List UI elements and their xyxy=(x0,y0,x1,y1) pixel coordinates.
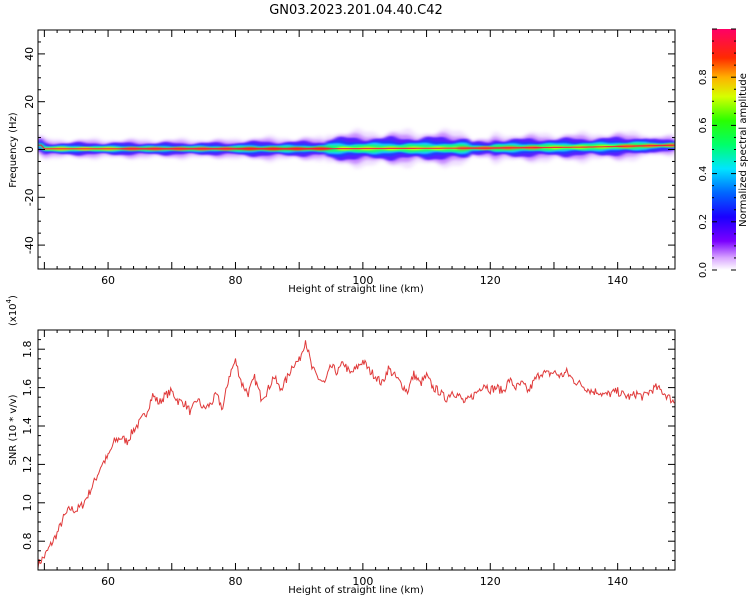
spectrogram-ridge-line xyxy=(38,144,675,150)
spectrogram-xlabel: Height of straight line (km) xyxy=(288,284,424,295)
spectrogram-xtick-label: 120 xyxy=(480,274,501,287)
snr-multiplier: (x104) xyxy=(5,295,19,326)
colorbar-label: Normalized spectral amplitude xyxy=(738,73,749,227)
snr-panel: 60 80 100 120 140 0.8 1.0 1.2 1.4 1.6 1.8 Height o… xyxy=(5,295,676,596)
snr-xtick-label: 60 xyxy=(101,575,115,588)
snr-frame xyxy=(37,329,676,571)
snr-ytick-label: 1.2 xyxy=(21,456,34,474)
spectrogram-ytick-label: -40 xyxy=(23,236,36,254)
snr-ytick-label: 0.8 xyxy=(21,532,34,550)
colorbar-tick-label: 0.8 xyxy=(698,69,709,85)
spectrogram-xtick-label: 140 xyxy=(607,274,628,287)
colorbar-gradient xyxy=(712,29,736,270)
spectrogram-ytick-label: 0 xyxy=(23,146,36,153)
snr-multiplier-base: (x10 xyxy=(8,303,19,326)
snr-series-line xyxy=(38,340,675,569)
spectrogram-heatmap xyxy=(38,127,675,170)
spectrogram-axes: 60 80 100 120 140 40 20 0 -20 -40 xyxy=(23,29,675,287)
snr-xtick-label: 140 xyxy=(607,575,628,588)
colorbar-ticks: 0.0 0.2 0.4 0.6 0.8 xyxy=(698,28,736,278)
spectrogram-xtick-label: 80 xyxy=(228,274,242,287)
snr-ytick-label: 1.8 xyxy=(21,340,34,358)
snr-ylabel: SNR (10 * v/v) xyxy=(8,394,19,465)
figure-title: GN03.2023.201.04.40.C42 xyxy=(269,3,443,18)
spectrogram-ylabel: Frequency (Hz) xyxy=(8,112,19,188)
snr-xlabel: Height of straight line (km) xyxy=(288,585,424,596)
spectrogram-ytick-label: 40 xyxy=(23,47,36,61)
spectrogram-xtick-label: 100 xyxy=(352,274,373,287)
snr-multiplier-exp: 4 xyxy=(5,298,13,303)
snr-ytick-label: 1.4 xyxy=(21,417,34,435)
spectrogram-xtick-label: 60 xyxy=(101,274,115,287)
colorbar: 0.0 0.2 0.4 0.6 0.8 Normalized spectral ampl… xyxy=(698,28,749,278)
snr-xtick-label: 120 xyxy=(480,575,501,588)
colorbar-tick-label: 0.0 xyxy=(698,262,709,278)
snr-xtick-label: 80 xyxy=(228,575,242,588)
svg-text:(x104): (x104) xyxy=(5,295,19,326)
snr-xtick-label: 100 xyxy=(352,575,373,588)
colorbar-tick-label: 0.6 xyxy=(698,117,709,133)
spectrogram-ytick-label: 20 xyxy=(23,95,36,109)
snr-multiplier-close: ) xyxy=(8,295,19,299)
snr-ytick-label: 1.6 xyxy=(21,379,34,397)
snr-axes: 60 80 100 120 140 0.8 1.0 1.2 1.4 1.6 1.8 xyxy=(21,330,675,588)
spectrogram-panel: 60 80 100 120 140 40 20 0 -20 -40 Height of strai… xyxy=(8,29,676,295)
colorbar-tick-label: 0.4 xyxy=(698,166,709,182)
spectrogram-ytick-label: -20 xyxy=(23,188,36,206)
colorbar-tick-label: 0.2 xyxy=(698,214,709,230)
snr-ytick-label: 1.0 xyxy=(21,494,34,512)
